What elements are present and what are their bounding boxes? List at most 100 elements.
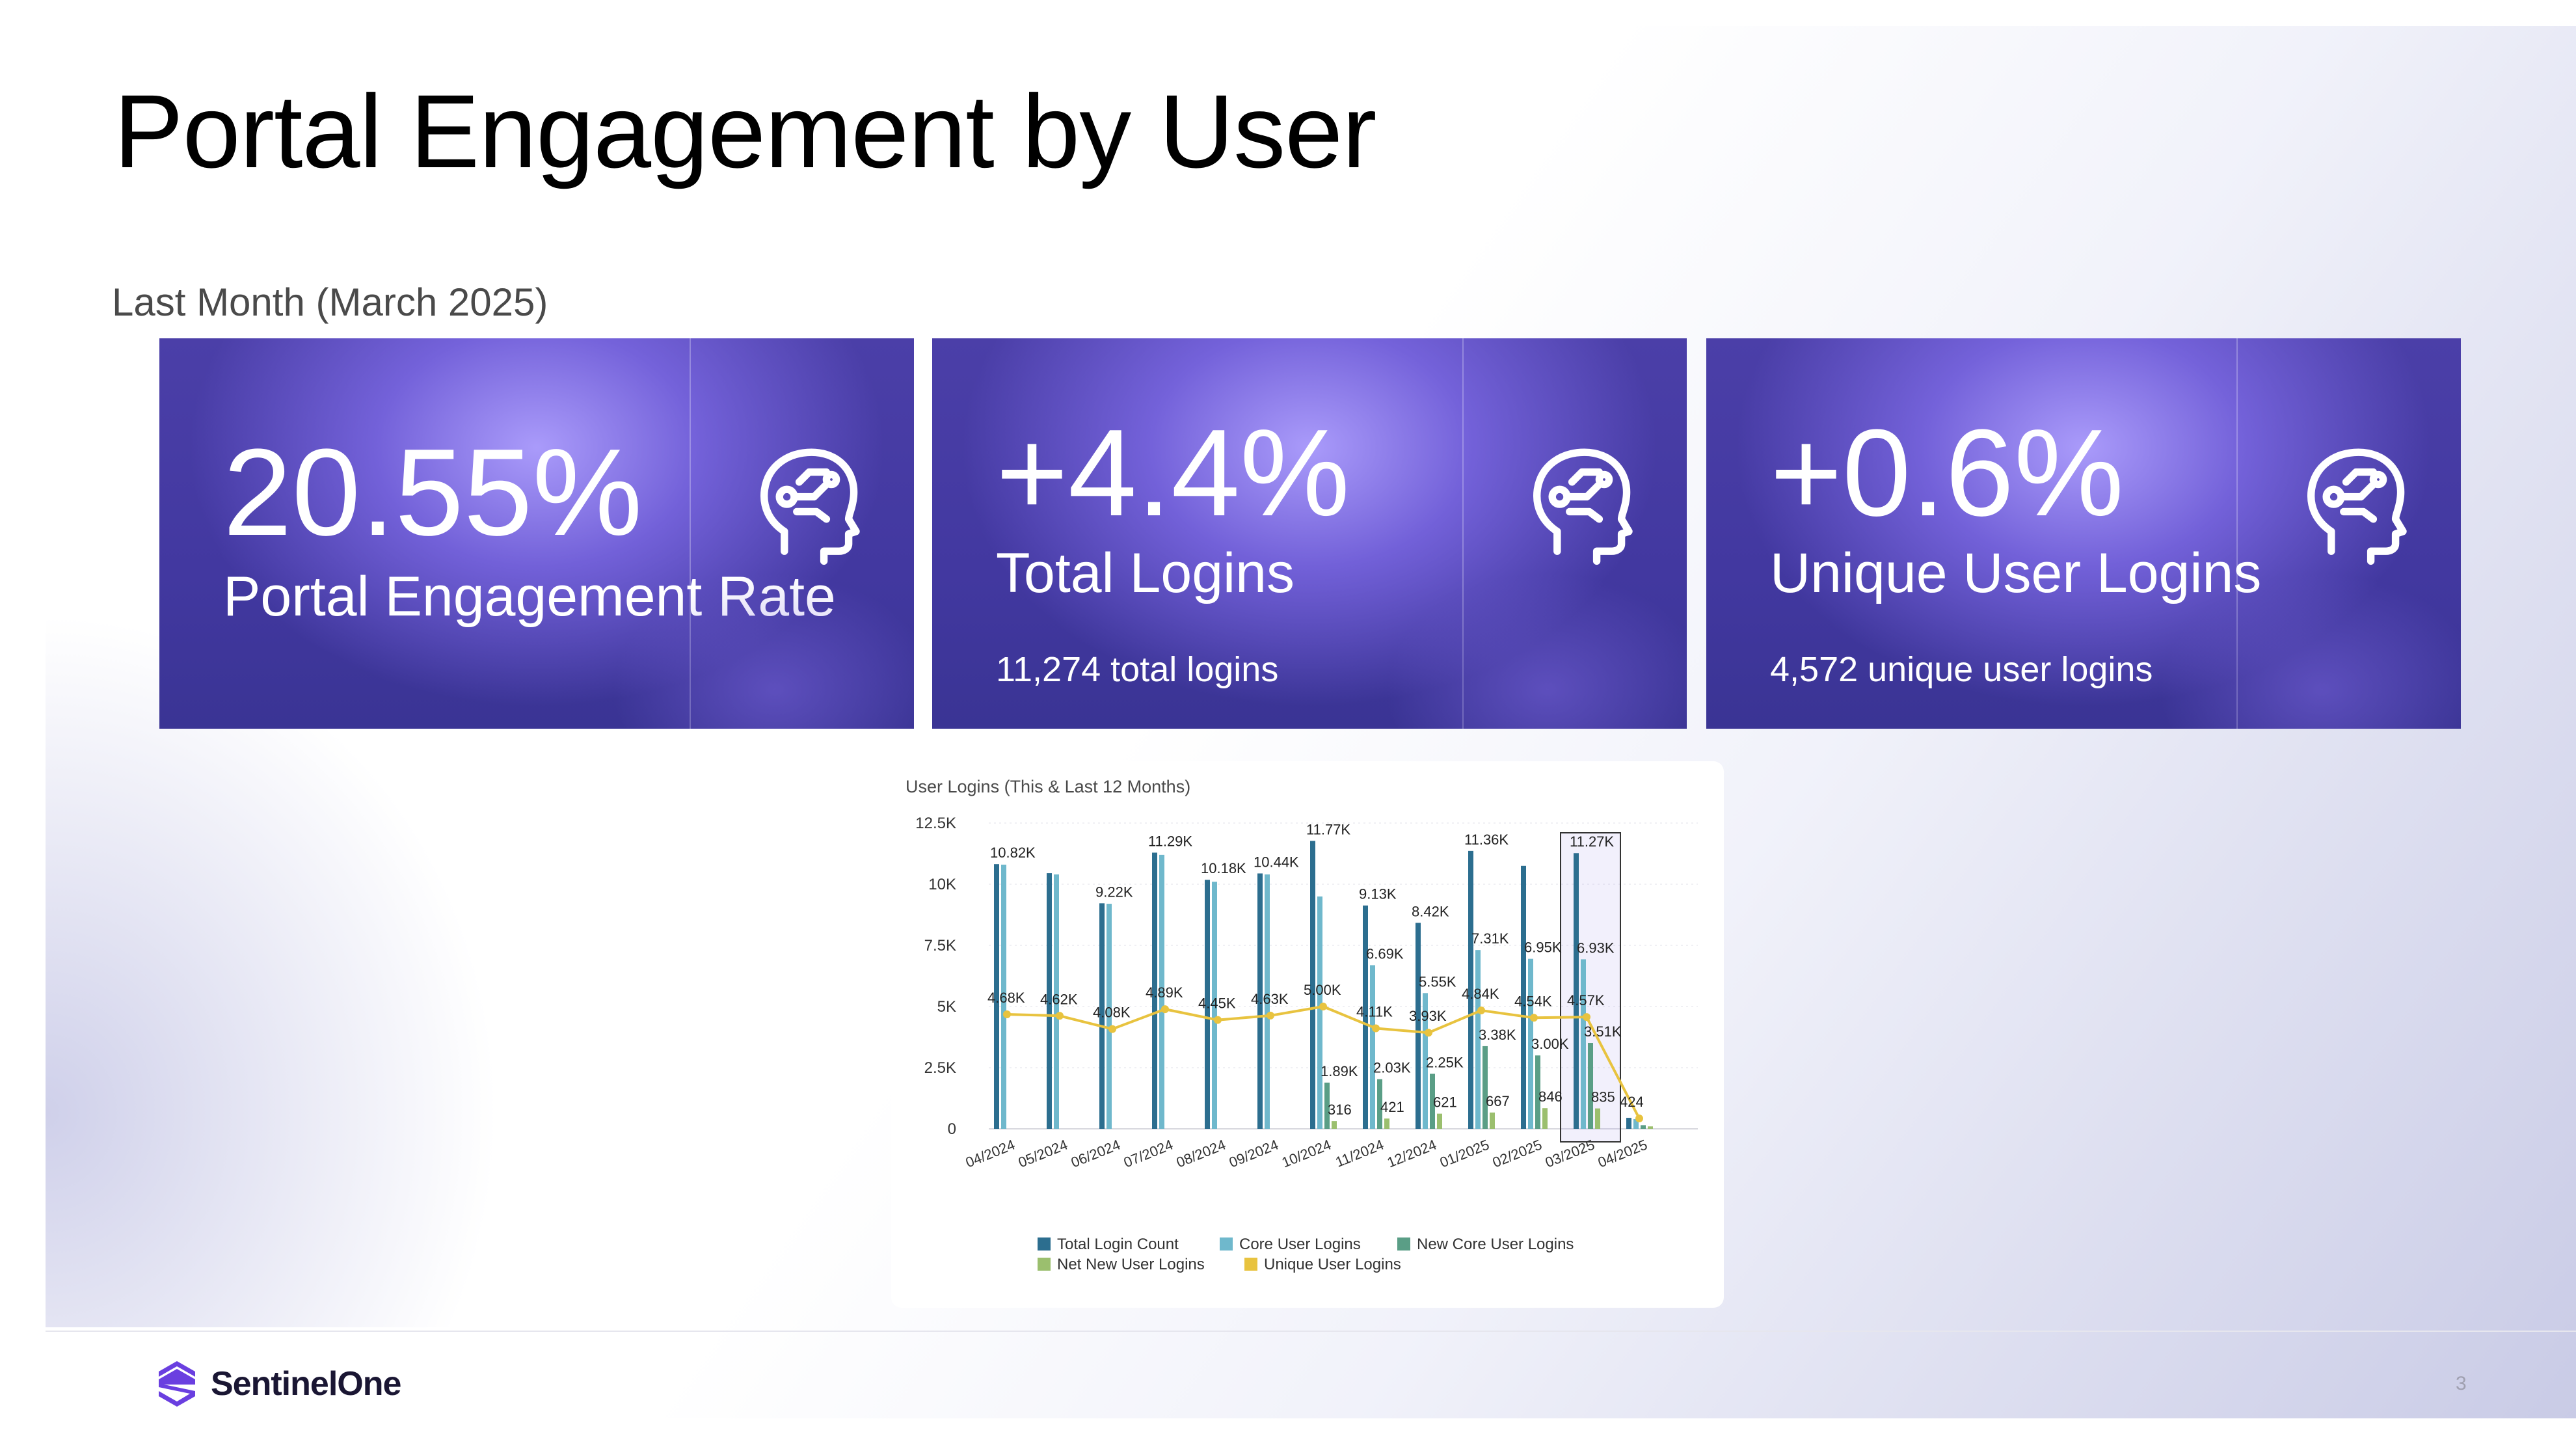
y-tick-label: 2.5K — [924, 1059, 956, 1077]
data-label: 421 — [1380, 1099, 1404, 1115]
bar-new-core-user-logins — [1483, 1046, 1488, 1129]
data-label: 5.00K — [1304, 982, 1341, 998]
brand-name: SentinelOne — [211, 1365, 401, 1403]
legend-swatch — [1397, 1237, 1410, 1251]
x-tick-label: 10/2024 — [1280, 1136, 1334, 1170]
period-label: Last Month (March 2025) — [112, 280, 548, 324]
data-label: 8.42K — [1412, 903, 1449, 919]
user-logins-chart: User Logins (This & Last 12 Months) 0 2.5K… — [906, 777, 1698, 1273]
data-label: 4.57K — [1567, 992, 1605, 1008]
data-label: 11.77K — [1306, 821, 1350, 837]
data-label: 6.95K — [1524, 940, 1562, 956]
data-label: 5.55K — [1419, 973, 1456, 990]
data-label: 9.13K — [1359, 886, 1397, 902]
data-label: 3.38K — [1479, 1027, 1516, 1043]
data-label: 846 — [1538, 1089, 1563, 1105]
x-tick-label: 11/2024 — [1333, 1136, 1386, 1170]
point-unique-user-logins — [1214, 1016, 1222, 1024]
legend-swatch — [1244, 1258, 1257, 1271]
data-label: 667 — [1486, 1093, 1510, 1109]
legend-label: Unique User Logins — [1264, 1256, 1401, 1273]
y-tick-label: 0 — [948, 1120, 956, 1138]
y-tick-label: 7.5K — [924, 937, 956, 954]
kpi-card-unique-user-logins: +0.6% Unique User Logins 4,572 unique us… — [1706, 338, 2461, 729]
bar-total-login-count — [1205, 880, 1210, 1129]
bar-core-user-logins — [1317, 896, 1322, 1129]
data-label: 4.45K — [1198, 995, 1236, 1012]
bar-total-login-count — [1468, 850, 1473, 1129]
data-label: 4.84K — [1462, 986, 1499, 1002]
bar-core-user-logins — [1370, 965, 1375, 1129]
y-tick-label: 12.5K — [915, 815, 956, 832]
kpi-label: Total Logins — [996, 542, 1295, 604]
data-label: 10.82K — [990, 845, 1036, 861]
point-unique-user-logins — [1056, 1012, 1064, 1020]
kpi-label: Portal Engagement Rate — [223, 565, 836, 628]
data-label: 4.68K — [987, 990, 1025, 1006]
bar-core-user-logins — [1581, 959, 1586, 1129]
bar-core-user-logins — [1265, 874, 1270, 1129]
point-unique-user-logins — [1583, 1013, 1590, 1021]
bar-total-login-count — [1310, 841, 1315, 1129]
point-unique-user-logins — [1003, 1010, 1011, 1019]
kpi-subtext: 4,572 unique user logins — [1770, 650, 2153, 689]
kpi-value: 20.55% — [223, 424, 643, 561]
point-unique-user-logins — [1161, 1005, 1169, 1014]
y-tick-label: 5K — [937, 998, 956, 1016]
data-label: 3.51K — [1584, 1023, 1622, 1040]
point-unique-user-logins — [1319, 1003, 1327, 1010]
bar-total-login-count — [1047, 873, 1052, 1129]
x-tick-label: 04/2024 — [963, 1136, 1017, 1170]
brain-head-icon — [760, 448, 860, 565]
bar-total-login-count — [1415, 923, 1421, 1129]
legend-swatch — [1038, 1237, 1051, 1251]
card-divider — [1462, 338, 1464, 729]
bar-total-login-count — [994, 864, 999, 1129]
bar-core-user-logins — [1475, 950, 1481, 1129]
brain-head-icon — [2307, 448, 2407, 565]
bar-new-core-user-logins — [1430, 1074, 1435, 1129]
data-label: 424 — [1620, 1094, 1644, 1110]
x-tick-label: 06/2024 — [1069, 1136, 1123, 1170]
bar-net-new-user-logins — [1332, 1121, 1337, 1129]
bar-total-login-count — [1521, 865, 1526, 1129]
data-label: 6.69K — [1366, 945, 1404, 962]
data-label: 11.27K — [1570, 833, 1614, 850]
page-number: 3 — [2456, 1373, 2467, 1394]
bar-new-core-user-logins — [1535, 1055, 1540, 1129]
legend-label: New Core User Logins — [1417, 1236, 1574, 1253]
data-label: 4.54K — [1514, 993, 1552, 1009]
data-label: 11.36K — [1464, 832, 1509, 848]
card-divider — [2236, 338, 2238, 729]
chart-panel: User Logins (This & Last 12 Months) 0 2.5K… — [891, 761, 1724, 1308]
point-unique-user-logins — [1425, 1029, 1432, 1037]
bar-total-login-count — [1363, 905, 1368, 1129]
x-tick-label: 09/2024 — [1227, 1136, 1281, 1170]
bar-core-user-logins — [1054, 874, 1059, 1129]
data-label: 835 — [1591, 1089, 1615, 1105]
bar-core-user-logins — [1001, 864, 1006, 1129]
legend-swatch — [1038, 1258, 1051, 1271]
point-unique-user-logins — [1267, 1011, 1274, 1020]
bar-core-user-logins — [1159, 854, 1164, 1129]
legend-label: Core User Logins — [1239, 1236, 1361, 1253]
bar-total-login-count — [1257, 873, 1263, 1129]
legend-label: Net New User Logins — [1057, 1256, 1205, 1273]
kpi-value: +4.4% — [996, 404, 1350, 542]
bar-net-new-user-logins — [1490, 1112, 1495, 1129]
kpi-subtext: 11,274 total logins — [996, 650, 1279, 689]
bar-net-new-user-logins — [1437, 1113, 1442, 1129]
point-unique-user-logins — [1108, 1025, 1116, 1033]
bar-net-new-user-logins — [1384, 1118, 1389, 1129]
data-label: 316 — [1328, 1102, 1352, 1118]
y-tick-label: 10K — [928, 876, 956, 893]
kpi-card-total-logins: +4.4% Total Logins 11,274 total logins — [932, 338, 1687, 729]
bar-core-user-logins — [1528, 958, 1533, 1129]
data-label: 4.89K — [1146, 984, 1183, 1001]
x-tick-label: 05/2024 — [1016, 1136, 1070, 1170]
bar-core-user-logins — [1107, 904, 1112, 1129]
data-label: 10.18K — [1201, 860, 1246, 876]
data-label: 6.93K — [1577, 940, 1615, 956]
data-label: 4.62K — [1040, 991, 1078, 1007]
point-unique-user-logins — [1477, 1007, 1485, 1015]
